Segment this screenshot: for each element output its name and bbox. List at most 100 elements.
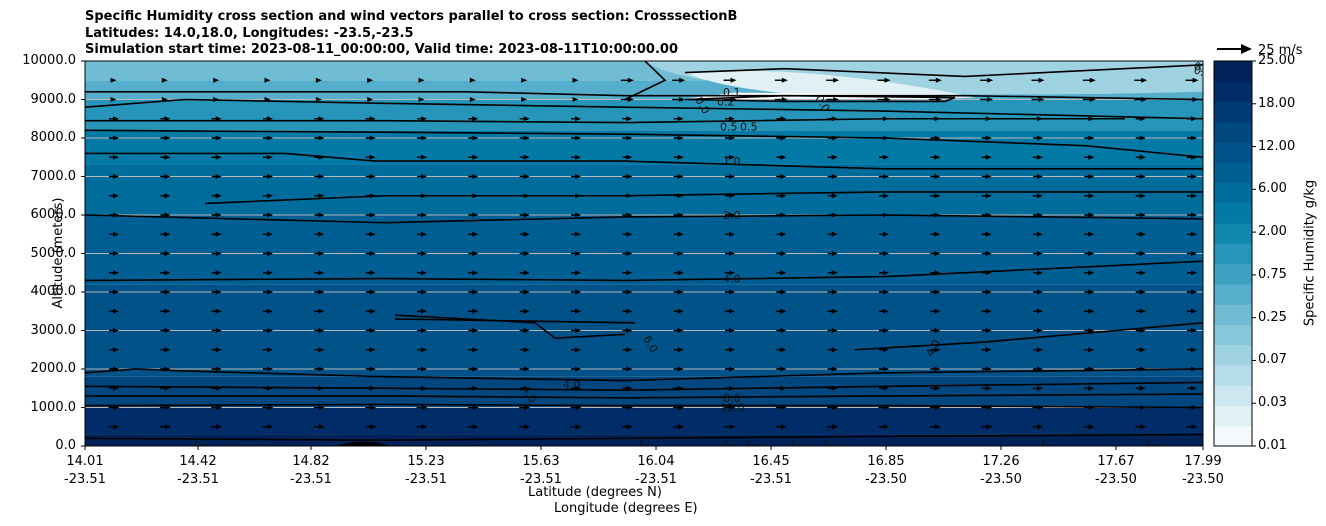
wind-vector <box>160 328 171 333</box>
wind-vector <box>1082 77 1096 83</box>
wind-vector <box>1084 116 1095 122</box>
wind-vector <box>365 328 376 333</box>
wind-vector <box>365 174 376 179</box>
wind-vector <box>827 116 838 122</box>
wind-vector <box>467 424 479 430</box>
wind-vector <box>571 174 581 179</box>
contour-label: 0.5 <box>740 120 758 133</box>
contour-label: 4.0 <box>723 273 741 286</box>
wind-vector <box>776 366 787 372</box>
wind-vector <box>930 154 941 160</box>
wind-vector <box>877 77 891 83</box>
wind-vector <box>1084 308 1095 314</box>
wind-vector <box>981 308 992 314</box>
wind-vector <box>519 212 530 218</box>
wind-vector <box>263 385 273 391</box>
contour-line <box>85 152 1203 170</box>
wind-vector <box>417 289 427 295</box>
wind-vector <box>879 289 889 295</box>
wind-vector <box>160 366 171 372</box>
contour-label: 16.0 <box>189 437 217 461</box>
wind-vector <box>930 328 941 333</box>
wind-vector <box>827 212 838 218</box>
reference-vector-arrow <box>1217 44 1252 54</box>
wind-vector <box>725 347 735 353</box>
contour-label: 2.0 <box>723 209 741 222</box>
wind-vector <box>468 385 479 391</box>
wind-vector <box>211 347 222 353</box>
wind-vector <box>1033 366 1043 372</box>
wind-vector <box>468 347 479 353</box>
wind-vector <box>468 308 479 314</box>
wind-vector <box>159 424 171 430</box>
wind-vector <box>980 77 994 83</box>
wind-vector <box>263 251 273 256</box>
wind-vector <box>1084 270 1095 276</box>
wind-vector <box>622 366 633 372</box>
wind-vector <box>211 135 222 141</box>
wind-vector <box>109 193 119 199</box>
wind-vector <box>776 347 787 353</box>
wind-vector <box>879 116 889 122</box>
wind-vector <box>211 328 222 333</box>
wind-vector <box>365 193 376 199</box>
wind-vector <box>367 97 374 102</box>
x-tick-label: 17.67 -23.50 <box>1095 454 1137 487</box>
colorbar-swatch <box>1214 121 1252 143</box>
contour-line <box>854 322 1203 351</box>
wind-vector <box>211 405 223 410</box>
contour-line <box>85 129 1203 159</box>
humidity-band <box>85 130 1203 165</box>
wind-vector <box>1032 424 1044 430</box>
wind-vector <box>314 308 325 314</box>
wind-vector <box>1135 154 1146 160</box>
contour-label: 12.0 <box>720 402 745 415</box>
wind-vector <box>1084 347 1095 353</box>
wind-vector <box>213 97 220 102</box>
wind-vector <box>725 270 735 276</box>
wind-vector <box>879 308 889 314</box>
wind-vector <box>417 193 427 199</box>
colorbar-swatch <box>1214 81 1252 103</box>
colorbar-swatch <box>1214 364 1252 386</box>
wind-vector <box>365 212 376 218</box>
wind-vector <box>725 116 735 122</box>
wind-vector <box>776 154 787 160</box>
wind-vector <box>571 328 581 333</box>
wind-vector <box>416 405 428 410</box>
wind-vector <box>1135 231 1146 237</box>
contour-label: 16.0 <box>786 437 814 461</box>
wind-vector <box>725 212 735 218</box>
wind-vector <box>313 424 325 430</box>
wind-vector <box>109 231 119 237</box>
colorbar-tick-label: 0.07 <box>1258 352 1287 368</box>
contour-label: 16.0 <box>819 437 847 461</box>
wind-vector <box>571 231 581 237</box>
contour-line <box>624 61 667 101</box>
wind-vector <box>981 251 992 256</box>
wind-vector <box>468 135 479 141</box>
wind-vector <box>519 174 530 179</box>
wind-vector <box>930 193 941 199</box>
wind-vector <box>519 424 531 430</box>
wind-vector <box>468 366 479 372</box>
wind-vector <box>981 328 992 333</box>
wind-vector <box>314 135 325 141</box>
wind-vector <box>724 405 736 410</box>
wind-vector <box>879 385 889 391</box>
wind-vector <box>622 328 633 333</box>
colorbar-tick-label: 12.00 <box>1258 138 1296 154</box>
wind-vector <box>1187 270 1197 276</box>
y-tick-label: 5000.0 <box>30 245 77 261</box>
wind-vector <box>264 77 271 83</box>
wind-vector <box>826 97 840 102</box>
colorbar-swatch <box>1214 243 1252 265</box>
x-tick-label: 14.01 -23.51 <box>64 454 106 487</box>
wind-vector <box>1135 174 1146 179</box>
wind-vector <box>1135 328 1146 333</box>
wind-vector <box>725 385 735 391</box>
wind-vector <box>1135 193 1146 199</box>
wind-vector <box>1135 366 1146 372</box>
contour-label: 4.0 <box>563 378 581 391</box>
humidity-band <box>85 434 1203 446</box>
